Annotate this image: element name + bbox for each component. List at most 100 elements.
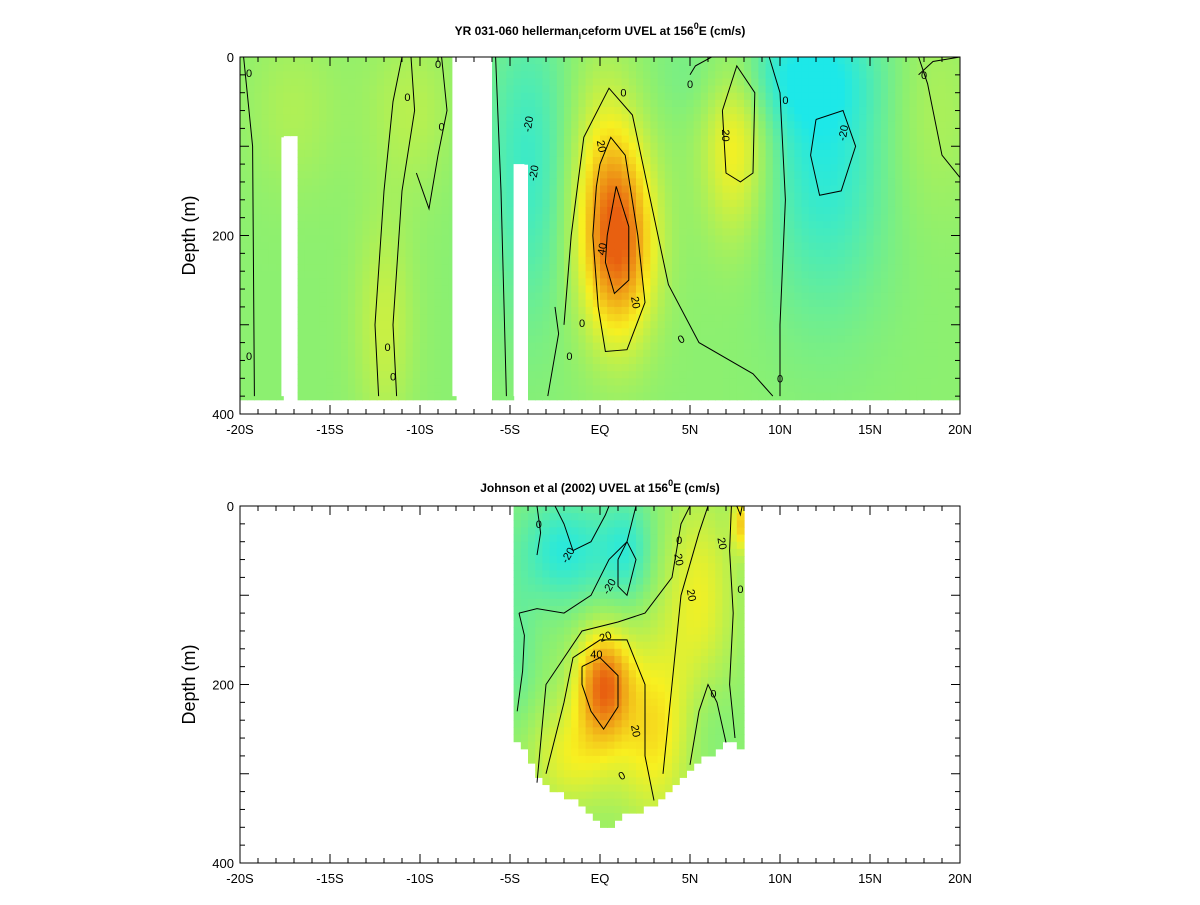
field-cell: [924, 300, 932, 308]
field-cell: [679, 221, 687, 229]
field-cell: [298, 214, 306, 222]
field-cell: [427, 100, 435, 108]
contour-label: 20: [628, 296, 642, 310]
field-cell: [254, 114, 262, 122]
field-cell: [794, 228, 802, 236]
field-cell: [751, 64, 759, 72]
field-cell: [607, 114, 615, 122]
field-cell: [938, 221, 946, 229]
field-cell: [924, 178, 932, 186]
contour-label: 0: [921, 70, 927, 82]
field-cell: [881, 393, 889, 401]
field-cell: [427, 250, 435, 258]
field-cell: [514, 592, 522, 600]
field-cell: [636, 78, 644, 86]
field-cell: [830, 164, 838, 172]
field-cell: [334, 214, 342, 222]
field-cell: [298, 228, 306, 236]
field-cell: [254, 136, 262, 144]
field-cell: [535, 357, 543, 365]
field-cell: [686, 143, 694, 151]
field-cell: [809, 293, 817, 301]
field-cell: [506, 328, 514, 336]
field-cell: [730, 143, 738, 151]
field-cell: [665, 371, 673, 379]
field-cell: [629, 107, 637, 115]
field-cell: [888, 271, 896, 279]
field-cell: [658, 78, 666, 86]
field-cell: [276, 93, 284, 101]
field-cell: [254, 250, 262, 258]
field-cell: [802, 371, 810, 379]
field-cell: [730, 343, 738, 351]
field-cell: [917, 221, 925, 229]
field-cell: [240, 186, 248, 194]
field-cell: [521, 542, 529, 550]
field-cell: [686, 221, 694, 229]
field-cell: [910, 335, 918, 343]
field-cell: [852, 236, 860, 244]
field-cell: [305, 236, 313, 244]
field-cell: [571, 314, 579, 322]
field-cell: [924, 121, 932, 129]
field-cell: [578, 136, 586, 144]
field-cell: [809, 271, 817, 279]
field-cell: [924, 321, 932, 329]
field-cell: [355, 335, 363, 343]
field-cell: [629, 257, 637, 265]
field-cell: [578, 513, 586, 521]
field-cell: [751, 285, 759, 293]
field-cell: [686, 335, 694, 343]
field-cell: [586, 343, 594, 351]
field-cell: [427, 393, 435, 401]
field-cell: [593, 107, 601, 115]
field-cell: [355, 107, 363, 115]
field-cell: [564, 136, 572, 144]
field-cell: [960, 221, 968, 229]
field-cell: [334, 393, 342, 401]
field-cell: [960, 200, 968, 208]
field-cell: [377, 71, 385, 79]
field-cell: [514, 143, 522, 151]
field-cell: [564, 328, 572, 336]
field-cell: [946, 335, 954, 343]
field-cell: [550, 300, 558, 308]
field-cell: [658, 128, 666, 136]
field-cell: [499, 121, 507, 129]
x-tick-label: -15S: [316, 422, 344, 437]
field-cell: [852, 293, 860, 301]
field-cell: [542, 150, 550, 158]
field-cell: [694, 121, 702, 129]
field-cell: [895, 357, 903, 365]
field-cell: [506, 136, 514, 144]
field-cell: [802, 321, 810, 329]
field-cell: [780, 343, 788, 351]
field-cell: [542, 228, 550, 236]
field-cell: [370, 285, 378, 293]
field-cell: [866, 214, 874, 222]
field-cell: [290, 93, 298, 101]
field-cell: [283, 71, 291, 79]
field-cell: [874, 300, 882, 308]
field-cell: [758, 371, 766, 379]
field-cell: [528, 713, 536, 721]
field-cell: [888, 243, 896, 251]
field-cell: [319, 78, 327, 86]
field-cell: [391, 350, 399, 358]
field-cell: [751, 207, 759, 215]
field-cell: [665, 257, 673, 265]
field-cell: [514, 64, 522, 72]
field-cell: [506, 307, 514, 315]
field-cell: [917, 278, 925, 286]
field-cell: [492, 285, 500, 293]
field-cell: [910, 293, 918, 301]
field-cell: [679, 143, 687, 151]
field-cell: [557, 649, 565, 657]
field-cell: [442, 385, 450, 393]
field-cell: [960, 350, 968, 358]
field-cell: [434, 71, 442, 79]
field-cell: [787, 157, 795, 165]
field-cell: [672, 228, 680, 236]
field-cell: [550, 692, 558, 700]
field-cell: [960, 93, 968, 101]
